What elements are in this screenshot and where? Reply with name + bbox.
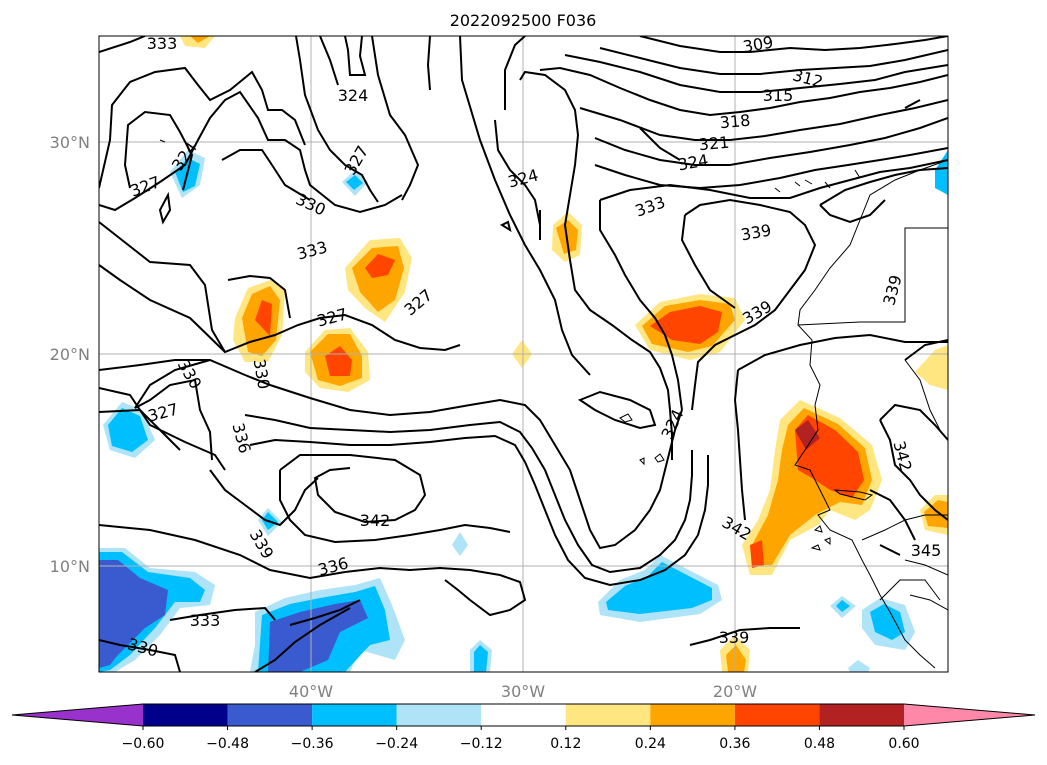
colorbar-swatch <box>396 704 482 726</box>
map-title: 2022092500 F036 <box>450 11 597 30</box>
colorbar-swatch <box>143 704 228 726</box>
colorbar-tick-label: −0.48 <box>206 736 249 752</box>
graticule <box>99 36 948 672</box>
contour-lines <box>99 36 948 672</box>
contour-label: 333 <box>147 34 178 53</box>
lon-tick-label: 20°W <box>713 682 757 701</box>
colorbar-swatch <box>312 704 397 726</box>
contour-labels: 333 324 327 324 330 333 327 327 327 330 … <box>126 32 942 661</box>
lat-tick-label: 10°N <box>50 557 90 576</box>
coastlines <box>159 139 948 669</box>
colorbar-swatch <box>481 704 566 726</box>
plot-frame <box>98 35 949 673</box>
colorbar-tick-label: −0.24 <box>375 736 418 752</box>
lon-tick-label: 40°W <box>289 682 333 701</box>
colorbar-extend-high <box>904 704 1035 726</box>
colorbar-swatch <box>227 704 313 726</box>
longitude-axis: 40°W 30°W 20°W <box>289 682 757 701</box>
contour-label: 315 <box>763 86 794 105</box>
contour-label: 318 <box>719 111 751 133</box>
colorbar: −0.60 −0.48 −0.36 −0.24 −0.12 0.12 0.24 0.36 0.4… <box>11 703 1036 752</box>
latitude-axis: 30°N 20°N 10°N <box>50 133 90 576</box>
colorbar-tick-label: 0.60 <box>888 736 919 752</box>
lon-tick-label: 30°W <box>501 682 545 701</box>
colorbar-tick-label: 0.48 <box>804 736 835 752</box>
warm-shading <box>180 36 948 672</box>
colorbar-tick-label: −0.60 <box>122 736 165 752</box>
contour-label: 309 <box>741 32 774 56</box>
colorbar-swatch <box>565 704 651 726</box>
colorbar-tick-label: −0.12 <box>460 736 503 752</box>
colorbar-tick-label: 0.36 <box>719 736 750 752</box>
colorbar-swatch <box>650 704 735 726</box>
colorbar-tick-label: 0.24 <box>635 736 666 752</box>
colorbar-swatch <box>819 704 904 726</box>
contour-label: 333 <box>190 611 221 630</box>
contour-label: 324 <box>338 86 369 105</box>
plot-area: 333 324 327 324 330 333 327 327 327 330 … <box>99 32 948 672</box>
lat-tick-label: 30°N <box>50 133 90 152</box>
contour-label: 342 <box>360 511 391 530</box>
colorbar-extend-low <box>12 704 143 726</box>
lat-tick-label: 20°N <box>50 345 90 364</box>
colorbar-tick-label: −0.36 <box>291 736 334 752</box>
contour-label: 345 <box>911 541 942 560</box>
contour-label: 321 <box>698 133 730 155</box>
contour-label: 339 <box>719 628 750 647</box>
colorbar-swatch <box>734 704 820 726</box>
colorbar-tick-label: 0.12 <box>550 736 581 752</box>
